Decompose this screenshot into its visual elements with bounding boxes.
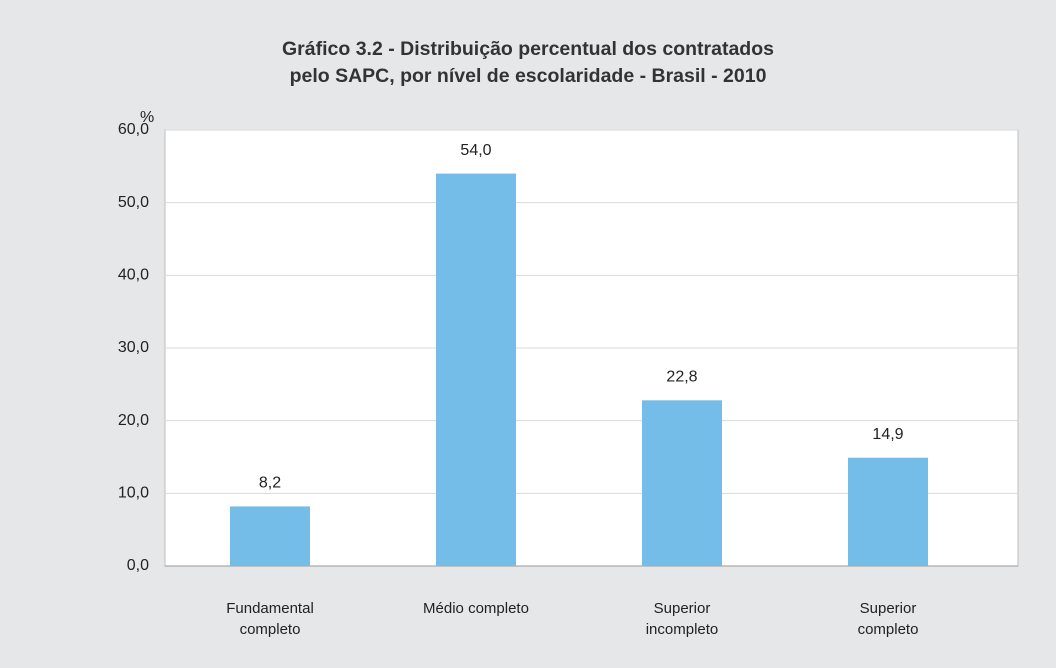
value-label: 22,8 [666, 369, 697, 386]
bar [642, 400, 722, 566]
bar [848, 457, 928, 566]
bar [230, 506, 310, 566]
value-label: 14,9 [872, 426, 903, 443]
x-tick-label: Superior completo [857, 600, 919, 638]
y-tick-label: 50,0 [118, 194, 149, 211]
x-tick-label: Fundamental completo [226, 600, 314, 638]
y-tick-label: 0,0 [127, 557, 149, 574]
chart-title: Gráfico 3.2 - Distribuição percentual do… [282, 38, 774, 87]
x-tick-label: Superior incompleto [645, 600, 719, 638]
y-tick-label: 20,0 [118, 412, 149, 429]
y-tick-label: 60,0 [118, 121, 149, 138]
y-tick-label: 40,0 [118, 267, 149, 284]
y-axis-label: % [140, 109, 154, 126]
x-tick-label: Médio completo [423, 600, 529, 617]
value-label: 8,2 [259, 475, 281, 492]
y-tick-label: 10,0 [118, 485, 149, 502]
value-label: 54,0 [460, 142, 491, 159]
bar [436, 173, 516, 566]
y-tick-label: 30,0 [118, 339, 149, 356]
